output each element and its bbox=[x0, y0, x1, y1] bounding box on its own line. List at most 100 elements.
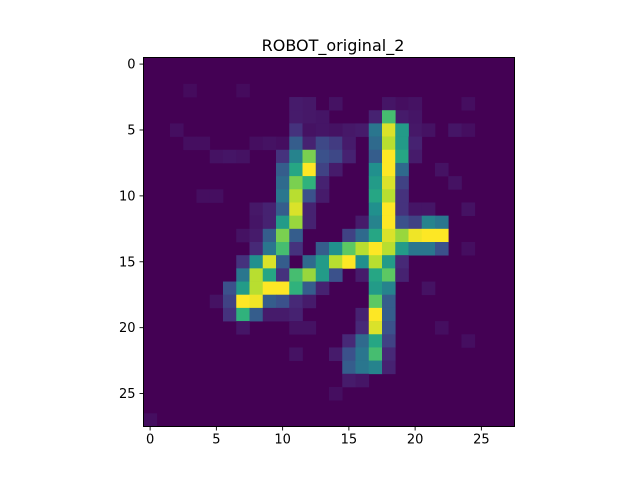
heatmap-cell bbox=[249, 281, 264, 296]
heatmap-cell bbox=[276, 189, 290, 203]
heatmap-cell bbox=[249, 294, 264, 309]
heatmap-cell bbox=[342, 136, 356, 151]
heatmap-cell bbox=[395, 149, 409, 164]
heatmap-cell bbox=[276, 268, 290, 282]
heatmap-cell bbox=[395, 176, 409, 190]
heatmap-cell bbox=[342, 373, 356, 388]
heatmap-cell bbox=[368, 242, 383, 256]
heatmap-cell bbox=[302, 255, 317, 269]
heatmap-cell bbox=[355, 307, 370, 322]
heatmap-cell bbox=[262, 228, 277, 243]
heatmap-cell bbox=[315, 136, 330, 151]
heatmap-cell bbox=[382, 176, 396, 190]
heatmap-cell bbox=[223, 281, 237, 296]
heatmap-cell bbox=[289, 97, 303, 111]
heatmap-cell bbox=[236, 255, 250, 269]
x-tick-label: 10 bbox=[274, 433, 291, 448]
heatmap-cell bbox=[395, 228, 409, 243]
heatmap-cell bbox=[461, 202, 476, 216]
heatmap-cell bbox=[315, 149, 330, 164]
heatmap-cell bbox=[236, 83, 250, 98]
heatmap-cell bbox=[249, 242, 264, 256]
heatmap-cell bbox=[289, 242, 303, 256]
heatmap-cell bbox=[302, 162, 317, 177]
heatmap-cell bbox=[382, 347, 396, 361]
heatmap-cell bbox=[395, 215, 409, 230]
heatmap-cell bbox=[342, 149, 356, 164]
heatmap-cell bbox=[368, 294, 383, 309]
heatmap-cell bbox=[382, 136, 396, 151]
heatmap-cell bbox=[329, 149, 343, 164]
heatmap-cell bbox=[368, 110, 383, 124]
heatmap-cell bbox=[223, 149, 237, 164]
heatmap-cell bbox=[368, 123, 383, 137]
y-tick-label: 10 bbox=[119, 189, 136, 204]
heatmap-cell bbox=[329, 123, 343, 137]
heatmap-cell bbox=[368, 307, 383, 322]
heatmap-cell bbox=[461, 97, 476, 111]
y-tick-label: 5 bbox=[127, 123, 135, 138]
heatmap-cell bbox=[209, 149, 224, 164]
heatmap-cell bbox=[382, 307, 396, 322]
heatmap-cell bbox=[408, 215, 423, 230]
heatmap-cell bbox=[262, 294, 277, 309]
heatmap-cell bbox=[289, 294, 303, 309]
heatmap-cell bbox=[289, 123, 303, 137]
heatmap-cell bbox=[395, 97, 409, 111]
heatmap-cell bbox=[249, 202, 264, 216]
heatmap-cell bbox=[329, 386, 343, 401]
heatmap-cell bbox=[368, 149, 383, 164]
x-axis: 0 5 10 15 20 25 bbox=[146, 426, 490, 448]
heatmap-cell bbox=[236, 228, 250, 243]
heatmap-cell bbox=[382, 215, 396, 230]
heatmap-cell bbox=[382, 123, 396, 137]
heatmap-cell bbox=[355, 334, 370, 348]
heatmap-cell bbox=[368, 255, 383, 269]
heatmap-cell bbox=[289, 281, 303, 296]
heatmap-cell bbox=[461, 334, 476, 348]
heatmap-cell bbox=[408, 110, 423, 124]
heatmap-cell bbox=[262, 307, 277, 322]
heatmap-cell bbox=[408, 97, 423, 111]
heatmap-cell bbox=[315, 162, 330, 177]
heatmap-cell bbox=[435, 215, 449, 230]
heatmap-cell bbox=[355, 255, 370, 269]
heatmap-cell bbox=[276, 215, 290, 230]
heatmap-cell bbox=[329, 97, 343, 111]
heatmap-cell bbox=[395, 268, 409, 282]
heatmap-cell bbox=[435, 228, 449, 243]
axes-frame bbox=[143, 57, 515, 427]
plot-area bbox=[143, 57, 515, 427]
heatmap-cell bbox=[368, 136, 383, 151]
heatmap-cell bbox=[368, 334, 383, 348]
heatmap-cell bbox=[276, 149, 290, 164]
heatmap-cell bbox=[448, 123, 462, 137]
heatmap-cell bbox=[395, 255, 409, 269]
heatmap-cell bbox=[368, 360, 383, 375]
heatmap-cell bbox=[342, 228, 356, 243]
heatmap-cell bbox=[302, 321, 317, 335]
heatmap-cell bbox=[355, 321, 370, 335]
heatmap-cell bbox=[143, 413, 158, 427]
heatmap-cell bbox=[382, 268, 396, 282]
heatmap-cell bbox=[236, 281, 250, 296]
heatmap-cell bbox=[276, 281, 290, 296]
y-axis: 0 5 10 15 20 25 bbox=[119, 58, 144, 402]
heatmap-cell bbox=[302, 215, 317, 230]
heatmap-cell bbox=[382, 294, 396, 309]
heatmap-cell bbox=[249, 307, 264, 322]
heatmap-cell bbox=[302, 268, 317, 282]
y-tick-label: 15 bbox=[119, 255, 136, 270]
heatmap-cell bbox=[170, 123, 184, 137]
heatmap-cell bbox=[342, 123, 356, 137]
heatmap-cell bbox=[368, 176, 383, 190]
heatmap-cell bbox=[249, 136, 264, 151]
heatmap-cell bbox=[382, 255, 396, 269]
heatmap-cell bbox=[421, 123, 436, 137]
heatmap-cell bbox=[209, 189, 224, 203]
heatmap-cell bbox=[315, 176, 330, 190]
heatmap-cell bbox=[236, 268, 250, 282]
heatmap-cell bbox=[329, 347, 343, 361]
heatmap-cell bbox=[355, 373, 370, 388]
